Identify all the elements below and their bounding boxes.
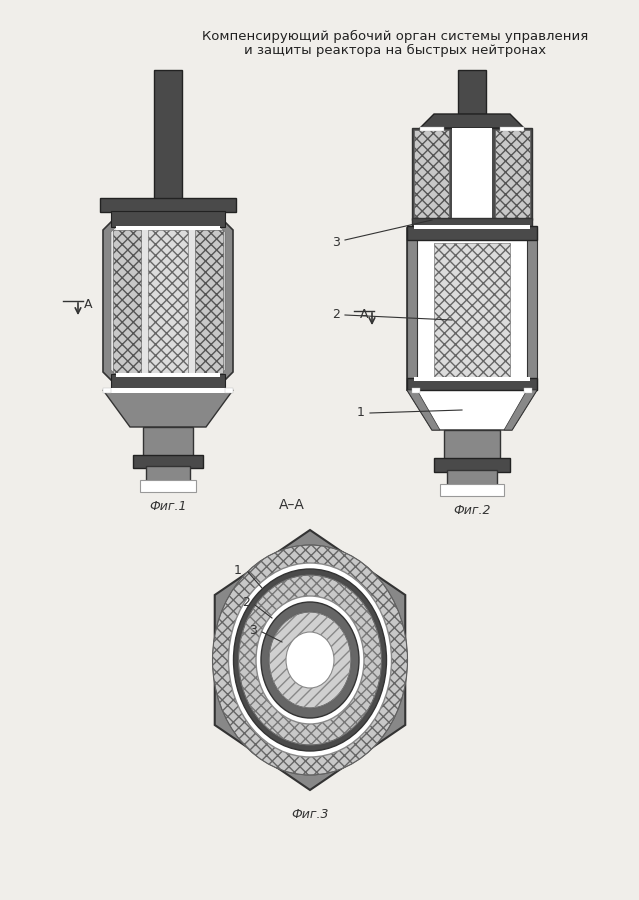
Bar <box>146 466 190 482</box>
Text: Фиг.2: Фиг.2 <box>453 504 491 517</box>
Bar <box>412 388 420 393</box>
Ellipse shape <box>256 596 364 724</box>
Bar <box>116 373 220 377</box>
Bar <box>116 226 220 230</box>
Bar <box>407 226 537 240</box>
Ellipse shape <box>238 575 381 745</box>
Bar <box>407 378 537 390</box>
Bar <box>105 388 231 393</box>
Text: и защиты реактора на быстрых нейтронах: и защиты реактора на быстрых нейтронах <box>244 44 546 57</box>
Bar <box>414 377 530 381</box>
Bar <box>103 388 111 393</box>
Bar <box>100 198 236 212</box>
Bar <box>527 228 537 390</box>
Polygon shape <box>111 214 225 388</box>
Text: 1: 1 <box>357 407 365 419</box>
Ellipse shape <box>213 545 408 775</box>
Text: 2: 2 <box>332 309 340 321</box>
Bar <box>143 427 193 457</box>
Bar <box>407 228 537 390</box>
Text: 2: 2 <box>242 597 250 609</box>
Bar <box>414 130 449 218</box>
Bar <box>420 127 444 131</box>
Polygon shape <box>407 390 440 430</box>
Polygon shape <box>103 390 233 427</box>
Bar <box>524 388 532 393</box>
Bar <box>447 470 497 486</box>
Bar <box>412 218 532 228</box>
Polygon shape <box>103 212 233 390</box>
Text: 3: 3 <box>249 624 257 636</box>
Ellipse shape <box>286 632 334 688</box>
Bar <box>444 430 500 460</box>
Bar <box>407 228 417 390</box>
Ellipse shape <box>269 612 351 708</box>
Bar <box>133 455 203 468</box>
Bar <box>440 484 504 496</box>
Text: 3: 3 <box>332 236 340 248</box>
Bar <box>111 211 225 227</box>
Ellipse shape <box>261 602 359 718</box>
Text: Фиг.1: Фиг.1 <box>150 500 187 513</box>
Text: Компенсирующий рабочий орган системы управления: Компенсирующий рабочий орган системы упр… <box>202 30 588 43</box>
Bar <box>412 128 532 220</box>
Bar <box>225 388 233 393</box>
Bar <box>458 70 486 114</box>
Text: A: A <box>360 308 368 321</box>
Bar <box>148 230 188 373</box>
Bar <box>434 243 510 377</box>
Polygon shape <box>215 530 405 790</box>
Bar <box>495 130 530 218</box>
Bar <box>500 127 524 131</box>
Bar <box>111 374 225 390</box>
Text: А–А: А–А <box>279 498 305 512</box>
Bar <box>434 458 510 472</box>
Bar <box>195 230 223 373</box>
Bar <box>113 230 141 373</box>
Text: A: A <box>84 298 93 311</box>
Ellipse shape <box>233 569 387 751</box>
Bar <box>414 225 530 229</box>
Bar <box>154 70 182 200</box>
Bar <box>140 480 196 492</box>
Polygon shape <box>407 390 537 430</box>
Bar <box>452 128 492 220</box>
Polygon shape <box>504 390 537 430</box>
Polygon shape <box>420 114 524 128</box>
Text: 1: 1 <box>234 563 242 577</box>
Ellipse shape <box>229 563 392 757</box>
Text: Фиг.3: Фиг.3 <box>291 808 328 821</box>
